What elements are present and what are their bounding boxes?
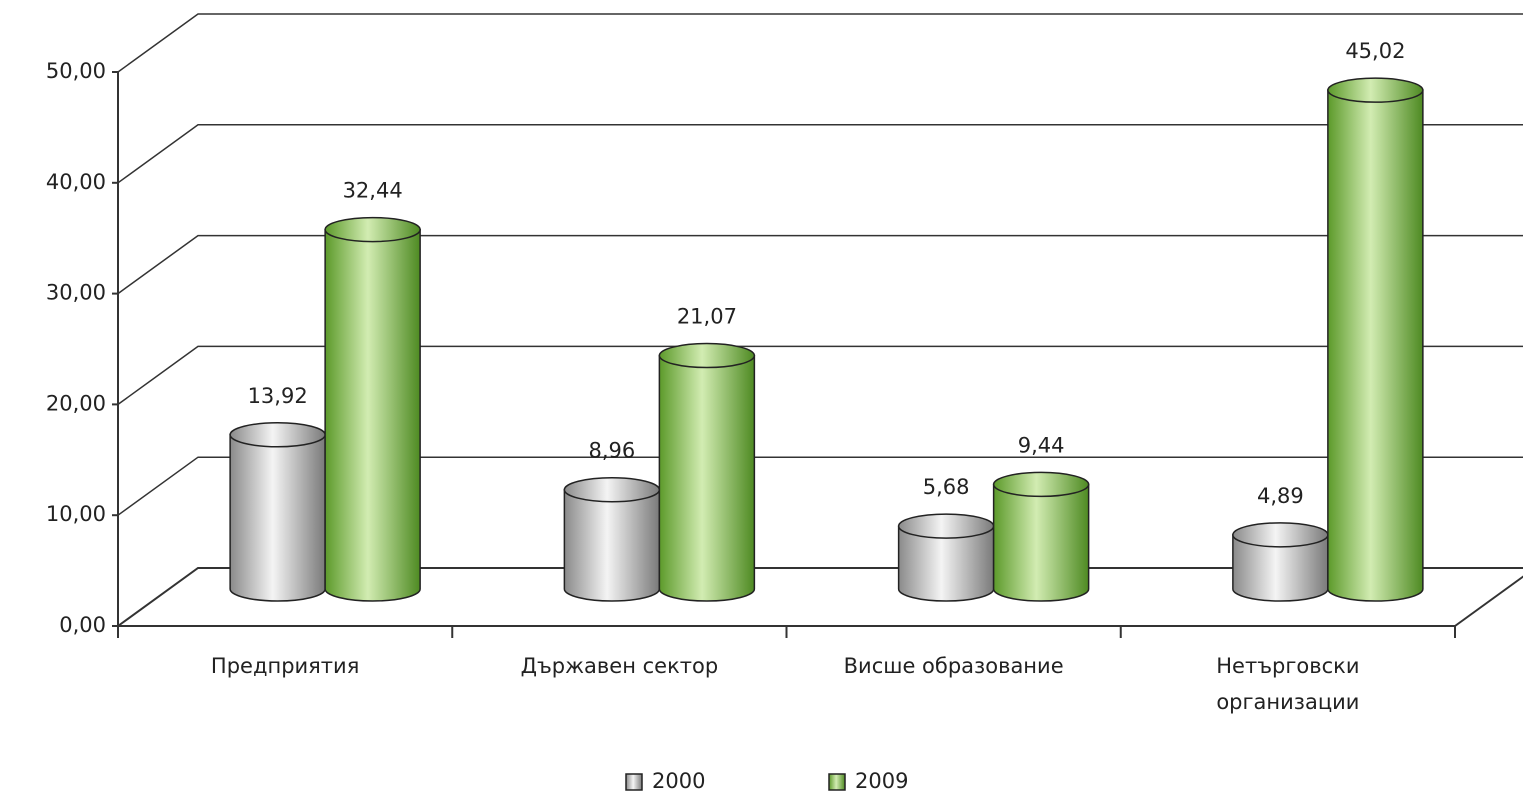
cylinder-top (324, 216, 421, 243)
x-tick-label: Нетърговски организации (1216, 654, 1360, 714)
cylinder-body (1327, 89, 1424, 602)
cylinder-body (658, 354, 756, 602)
value-label: 13,92 (248, 384, 308, 408)
grid-line (117, 13, 1523, 73)
value-label: 32,44 (343, 179, 403, 203)
value-label: 4,89 (1257, 484, 1304, 508)
x-tick-label: Предприятия (210, 654, 360, 678)
x-tick-label: Висше образование (843, 654, 1064, 678)
value-label: 21,07 (677, 305, 737, 329)
legend-swatch (625, 773, 643, 791)
x-tick-label: Държавен сектор (520, 654, 719, 678)
value-label: 9,44 (1018, 433, 1065, 457)
cylinder-top (992, 471, 1090, 498)
value-label: 45,02 (1345, 39, 1405, 63)
cylinder-top (658, 342, 756, 369)
cylinder-body (1232, 534, 1329, 602)
y-tick-label: 40,00 (46, 170, 106, 194)
grid-line (117, 124, 1523, 184)
y-tick-label: 50,00 (46, 59, 106, 83)
grid-line (117, 345, 1523, 406)
legend-label: 2009 (855, 769, 908, 793)
y-tick-label: 20,00 (46, 391, 106, 415)
cylinder-top (1232, 522, 1329, 548)
floor-right (1454, 575, 1523, 627)
cylinder-top (897, 513, 995, 539)
legend-swatch (828, 773, 846, 791)
cylinder-body (229, 434, 326, 602)
cylinder-body (897, 525, 995, 602)
cylinder-top (1327, 77, 1424, 103)
cylinder-body (563, 488, 661, 602)
y-tick-label: 30,00 (46, 281, 106, 305)
y-tick-label: 10,00 (46, 502, 106, 526)
cylinder-body (992, 483, 1090, 602)
y-tick-label: 0,00 (59, 613, 106, 637)
cylinder-top (563, 476, 661, 503)
value-label: 5,68 (923, 475, 970, 499)
cylinder-top (229, 422, 326, 448)
value-label: 8,96 (588, 439, 635, 463)
grid-line (117, 234, 1523, 295)
legend-label: 2000 (652, 769, 705, 793)
cylinder-body (324, 228, 421, 602)
grid-line (117, 456, 1523, 516)
